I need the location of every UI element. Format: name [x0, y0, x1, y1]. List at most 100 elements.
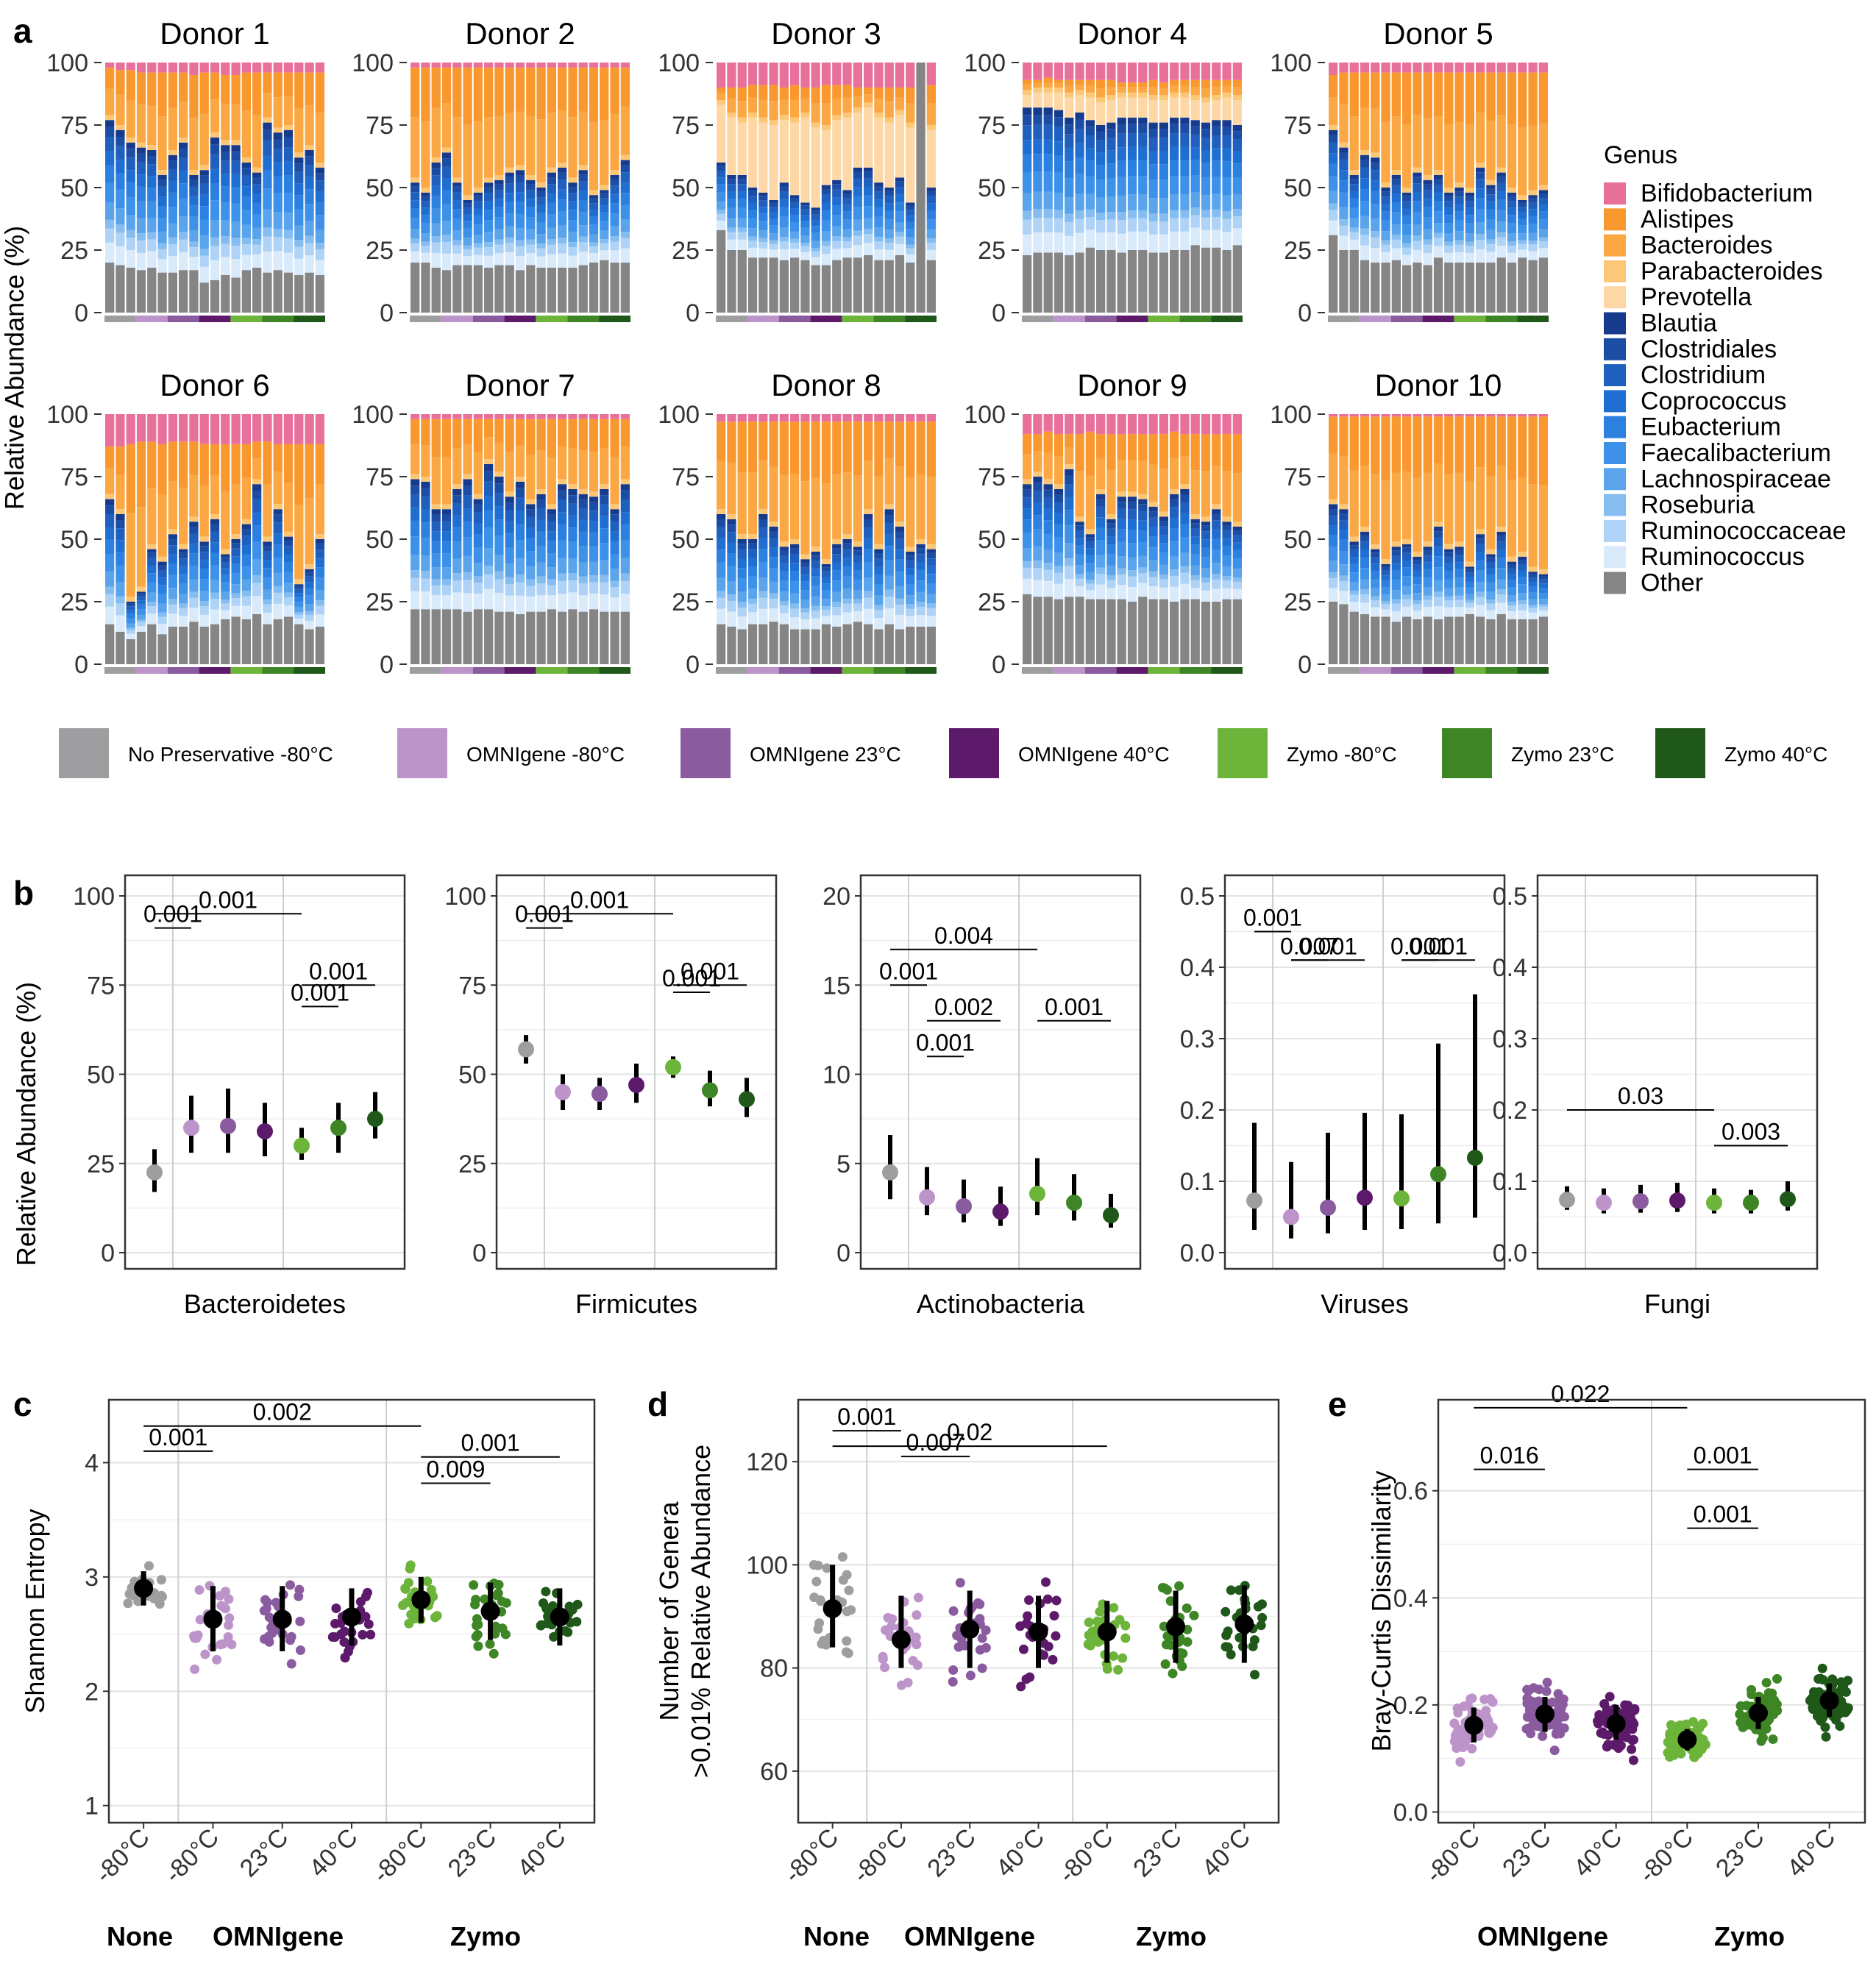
- bar-blautia: [221, 554, 230, 558]
- bar-ruminococcaceae: [727, 600, 736, 612]
- bar-blautia: [411, 479, 420, 486]
- bar-ruminococcaceae: [1075, 218, 1084, 233]
- bar-clostridium: [1507, 201, 1517, 208]
- bar-eubacterium: [1138, 530, 1148, 542]
- y-tick-label: 100: [352, 49, 394, 77]
- bar-ruminococcaceae: [441, 241, 452, 254]
- bar-roseburia: [1159, 574, 1168, 580]
- bar-eubacterium: [906, 221, 915, 229]
- bar-faecalibacterium: [769, 568, 778, 582]
- bar-ruminococcus: [1075, 586, 1084, 597]
- bar-bifidobacterium: [126, 63, 135, 71]
- bar-blautia: [473, 499, 483, 505]
- bar-prevotella: [1180, 97, 1190, 118]
- bar-coprococcus: [1201, 150, 1211, 163]
- bar-faecalibacterium: [1222, 177, 1232, 196]
- bar-eubacterium: [747, 210, 758, 218]
- bar-clostridiales: [136, 594, 146, 597]
- bar-clostridiales: [1486, 188, 1496, 195]
- bar-bifidobacterium: [1138, 414, 1148, 435]
- legend-label-ruminococcaceae: Ruminococcaceae: [1641, 517, 1847, 545]
- data-point: [1226, 1585, 1236, 1595]
- bar-clostridiales: [1096, 499, 1106, 507]
- bar-ruminococcaceae: [305, 614, 314, 621]
- bar-roseburia: [832, 235, 842, 241]
- data-point: [1595, 1711, 1605, 1721]
- bar-parabacteroides: [1360, 527, 1370, 532]
- bar-clostridiales: [1170, 124, 1179, 134]
- bar-eubacterium: [515, 524, 525, 541]
- bar-lachnospiraceae: [1106, 565, 1116, 575]
- bar-bacteroides: [1148, 464, 1158, 502]
- bar-bifidobacterium: [463, 63, 472, 68]
- bar-other: [1043, 252, 1053, 313]
- bar-other: [463, 265, 472, 313]
- bar-parabacteroides: [1232, 522, 1242, 527]
- bar-clostridium: [1329, 516, 1338, 526]
- bar-clostridium: [1212, 135, 1221, 149]
- bar-alistipes: [610, 419, 619, 458]
- bar-eubacterium: [147, 573, 157, 583]
- bar-clostridium: [1222, 530, 1232, 539]
- bar-blautia: [600, 190, 609, 194]
- bar-blautia: [1413, 556, 1422, 560]
- bar-faecalibacterium: [790, 581, 800, 594]
- bar-parabacteroides: [558, 479, 567, 485]
- bar-coprococcus: [1222, 149, 1232, 162]
- bar-lachnospiraceae: [1127, 558, 1137, 571]
- bar-ruminococcaceae: [1180, 218, 1190, 232]
- bar-bifidobacterium: [441, 63, 452, 68]
- bar-coprococcus: [1444, 207, 1454, 216]
- bar-blautia: [1360, 531, 1370, 536]
- bar-bacteroides: [1360, 107, 1370, 150]
- bar-other: [1212, 602, 1221, 664]
- bar-bacteroides: [1106, 470, 1116, 514]
- bar-parabacteroides: [126, 597, 135, 602]
- bar-roseburia: [505, 237, 514, 243]
- bar-other: [769, 257, 778, 313]
- y-tick-label: 0.2: [1493, 1097, 1527, 1125]
- bar-lachnospiraceae: [779, 591, 789, 601]
- data-point: [497, 1596, 507, 1606]
- bar-bacteroides: [273, 471, 283, 505]
- bar-coprococcus: [895, 194, 905, 203]
- bar-clostridium: [157, 186, 167, 197]
- bar-coprococcus: [221, 174, 230, 187]
- bar-bifidobacterium: [515, 414, 525, 419]
- bar-ruminococcus: [737, 239, 747, 250]
- y-tick-label: 100: [746, 1551, 788, 1579]
- bar-bifidobacterium: [157, 414, 167, 444]
- bar-ruminococcus: [136, 252, 146, 271]
- bar-roseburia: [1096, 567, 1106, 574]
- y-tick-label: 0: [380, 651, 394, 679]
- bar-bacteroides: [610, 457, 619, 505]
- bar-bacteroides: [1117, 460, 1126, 492]
- group-strip-6: [1517, 316, 1549, 322]
- data-point: [405, 1564, 415, 1574]
- group-strip-5: [262, 667, 294, 674]
- bar-alistipes: [273, 444, 283, 471]
- data-point: [1599, 1729, 1609, 1739]
- bar-alistipes: [315, 444, 324, 485]
- bar-faecalibacterium: [441, 553, 452, 568]
- bar-clostridium: [1222, 135, 1232, 149]
- bar-alistipes: [1180, 79, 1190, 86]
- bar-faecalibacterium: [136, 201, 146, 219]
- bar-ruminococcus: [1190, 227, 1200, 246]
- bar-ruminococcus: [1170, 586, 1179, 602]
- bar-ruminococcus: [1329, 220, 1338, 235]
- bar-ruminococcaceae: [252, 244, 262, 255]
- bar-lachnospiraceae: [1201, 568, 1211, 578]
- legend-swatch-parabacteroides: [1604, 260, 1626, 282]
- bar-ruminococcaceae: [800, 246, 810, 252]
- bar-alistipes: [800, 88, 810, 99]
- group-strip-2: [778, 667, 811, 674]
- bar-clostridium: [168, 545, 177, 555]
- bar-faecalibacterium: [199, 219, 209, 235]
- bar-other: [241, 270, 251, 313]
- bar-bifidobacterium: [853, 63, 862, 88]
- bar-parabacteroides: [568, 484, 578, 489]
- bar-clostridiales: [1232, 530, 1242, 535]
- bar-clostridium: [1054, 502, 1064, 513]
- bar-clostridium: [1075, 530, 1084, 538]
